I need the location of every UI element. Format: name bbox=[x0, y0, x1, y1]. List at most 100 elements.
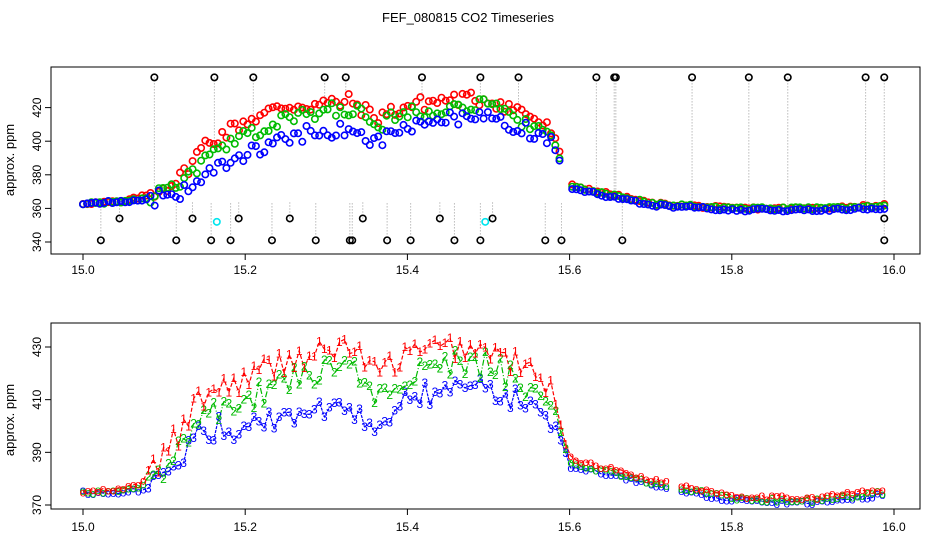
spike-low-point bbox=[311, 236, 320, 245]
series3-label: 3 bbox=[547, 422, 554, 436]
series2-point bbox=[205, 150, 214, 159]
series1-label: 1 bbox=[281, 366, 288, 380]
series3-point bbox=[125, 198, 134, 207]
series3-label: 3 bbox=[522, 401, 529, 415]
series1-label: 1 bbox=[487, 352, 494, 366]
series2-label: 2 bbox=[341, 354, 348, 368]
series3-point bbox=[665, 202, 674, 211]
top-x-tick-label: 15.0 bbox=[71, 263, 95, 277]
series2-point bbox=[407, 102, 416, 111]
series1-point bbox=[420, 105, 429, 114]
series3-point bbox=[399, 120, 408, 129]
series3-point bbox=[753, 204, 762, 213]
series1-point bbox=[331, 97, 340, 106]
series2-label: o bbox=[829, 492, 836, 506]
series3-label: o bbox=[859, 492, 866, 506]
spike-low-point bbox=[557, 236, 566, 245]
series3-point bbox=[715, 206, 724, 215]
series1-label: o bbox=[839, 487, 846, 501]
series2-label: 2 bbox=[306, 368, 313, 382]
series3-label: 3 bbox=[401, 385, 408, 399]
series3-point bbox=[724, 206, 733, 215]
series2-label: o bbox=[95, 483, 102, 497]
series2-point bbox=[521, 115, 530, 124]
series2-point bbox=[378, 125, 387, 134]
series2-label: 2 bbox=[472, 350, 479, 364]
series1-label: o bbox=[567, 449, 574, 463]
series2-label: o bbox=[789, 494, 796, 508]
series3-label: 3 bbox=[291, 417, 298, 431]
series3-label: 3 bbox=[492, 394, 499, 408]
bottom-y-tick-label: 370 bbox=[30, 495, 44, 515]
series3-label: 3 bbox=[215, 410, 222, 424]
bottom-y-axis-label: approx. ppm bbox=[2, 384, 17, 456]
series1-point bbox=[260, 108, 269, 117]
series3-label: o bbox=[577, 462, 584, 476]
series2-label: 2 bbox=[195, 417, 202, 431]
spike-low-point bbox=[172, 236, 181, 245]
series3-label: 3 bbox=[321, 410, 328, 424]
series3-point bbox=[159, 191, 168, 200]
series2-label: 2 bbox=[412, 375, 419, 389]
series1-label: 1 bbox=[482, 341, 489, 355]
series3-label: 3 bbox=[301, 407, 308, 421]
series2-label: o bbox=[753, 492, 760, 506]
series3-point bbox=[188, 183, 197, 192]
series1-point bbox=[403, 101, 412, 110]
series1-label: o bbox=[723, 487, 730, 501]
series2-label: 2 bbox=[251, 401, 258, 415]
series1-label: 1 bbox=[311, 350, 318, 364]
series2-label: o bbox=[135, 481, 142, 495]
series3-point bbox=[235, 151, 244, 160]
series2-label: 2 bbox=[507, 358, 514, 372]
series3-point bbox=[736, 205, 745, 214]
series3-label: o bbox=[789, 494, 796, 508]
series1-label: o bbox=[784, 490, 791, 504]
spike-low-point bbox=[880, 214, 889, 223]
series1-label: 1 bbox=[492, 340, 499, 354]
series1-label: 1 bbox=[230, 371, 237, 385]
series3-label: 3 bbox=[477, 372, 484, 386]
series2-point bbox=[306, 108, 315, 117]
series2-label: o bbox=[779, 491, 786, 505]
spike-high-point bbox=[417, 73, 426, 82]
series1-label: 1 bbox=[296, 344, 303, 358]
series3-label: o bbox=[608, 468, 615, 482]
series2-label: o bbox=[703, 486, 710, 500]
series2-label: o bbox=[774, 494, 781, 508]
series1-label: 1 bbox=[336, 335, 343, 349]
series1-label: o bbox=[623, 465, 630, 479]
series1-point bbox=[348, 99, 357, 108]
series3-label: 3 bbox=[472, 378, 479, 392]
series2-point bbox=[488, 100, 497, 109]
series1-point bbox=[209, 140, 218, 149]
series1-label: o bbox=[683, 478, 690, 492]
series3-label: o bbox=[748, 493, 755, 507]
series3-point bbox=[829, 205, 838, 214]
series3-point bbox=[336, 119, 345, 128]
series2-label: o bbox=[623, 469, 630, 483]
series2-point bbox=[150, 192, 159, 201]
series1-point bbox=[416, 93, 425, 102]
series3-label: 3 bbox=[256, 415, 263, 429]
series3-point bbox=[682, 202, 691, 211]
series3-label: 3 bbox=[512, 382, 519, 396]
cyan-point bbox=[212, 217, 221, 226]
series3-label: o bbox=[834, 493, 841, 507]
series3-label: o bbox=[708, 491, 715, 505]
series2-point bbox=[741, 204, 750, 213]
series1-label: 1 bbox=[376, 366, 383, 380]
series1-label: 1 bbox=[251, 359, 258, 373]
series3-point bbox=[454, 120, 463, 129]
series2-label: o bbox=[713, 486, 720, 500]
series2-point bbox=[230, 139, 239, 148]
series3-label: 3 bbox=[422, 376, 429, 390]
series2-label: 2 bbox=[361, 375, 368, 389]
series3-point bbox=[180, 181, 189, 190]
series3-point bbox=[112, 198, 121, 207]
series2-label: 2 bbox=[427, 357, 434, 371]
series3-label: o bbox=[814, 494, 821, 508]
series2-label: 2 bbox=[230, 404, 237, 418]
series2-label: 2 bbox=[246, 388, 253, 402]
series3-point bbox=[800, 206, 809, 215]
